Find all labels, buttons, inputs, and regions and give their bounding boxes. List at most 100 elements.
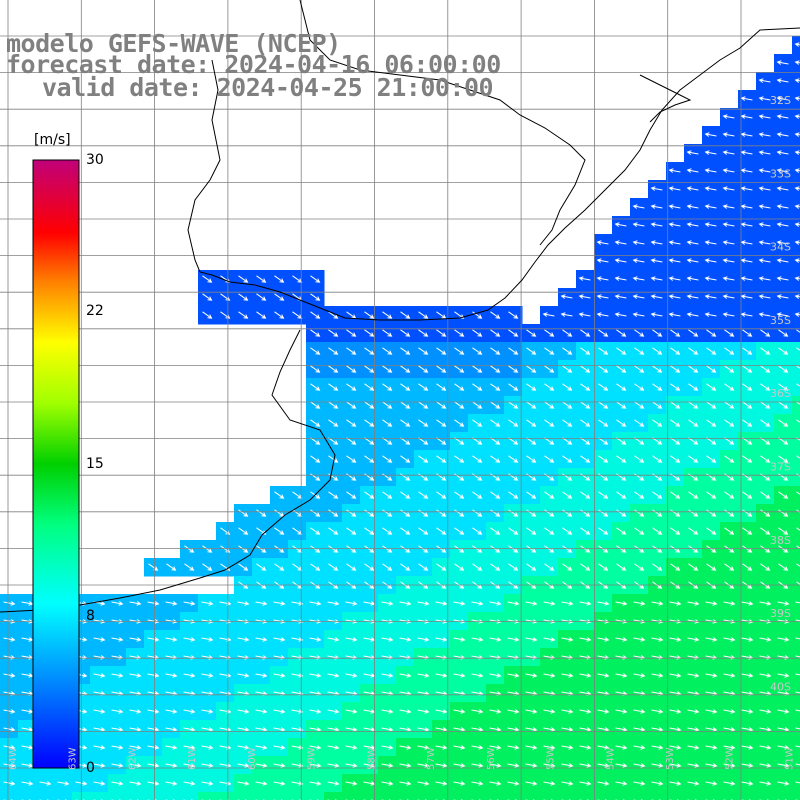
wind-arrow	[454, 401, 465, 409]
wind-cell	[198, 792, 217, 800]
wind-arrow	[668, 258, 681, 263]
wind-cell	[630, 792, 649, 800]
wind-arrow	[740, 96, 753, 101]
wind-cell	[486, 792, 505, 800]
wind-arrow	[183, 781, 196, 786]
wind-arrow	[652, 563, 663, 571]
wind-arrow	[760, 401, 771, 409]
wind-arrow	[634, 563, 645, 571]
wind-cell	[792, 684, 800, 703]
wind-arrow	[795, 691, 800, 694]
latitude-label: 34S	[770, 241, 791, 254]
wind-arrow	[309, 763, 322, 768]
wind-cell	[54, 792, 73, 800]
wind-arrow	[382, 383, 393, 391]
wind-arrow	[507, 673, 520, 678]
wind-arrow	[778, 329, 789, 337]
wind-arrow	[291, 601, 304, 606]
wind-arrow	[93, 745, 106, 750]
wind-arrow	[291, 709, 304, 714]
wind-arrow	[687, 763, 700, 768]
wind-arrow	[633, 763, 646, 768]
wind-arrow	[201, 673, 214, 678]
wind-arrow	[704, 294, 717, 299]
wind-arrow	[291, 673, 304, 678]
latitude-label: 40S	[770, 680, 791, 693]
wind-arrow	[328, 383, 339, 391]
wind-arrow	[345, 673, 358, 678]
wind-arrow	[309, 709, 322, 714]
wind-arrow	[759, 763, 772, 768]
wind-arrow	[327, 673, 340, 678]
wind-arrow	[580, 527, 591, 535]
wind-arrow	[346, 509, 357, 517]
wind-arrow	[740, 312, 753, 317]
wind-arrow	[399, 637, 412, 642]
wind-cell	[792, 522, 800, 541]
wind-arrow	[778, 545, 789, 553]
wind-arrow	[794, 168, 800, 173]
wind-arrow	[669, 745, 682, 750]
colorbar-tick-22: 22	[86, 303, 104, 319]
wind-arrow	[724, 419, 735, 427]
wind-arrow	[614, 222, 627, 227]
wind-arrow	[741, 781, 754, 786]
wind-arrow	[614, 276, 627, 281]
wind-arrow	[526, 329, 537, 337]
wind-arrow	[794, 96, 800, 101]
wind-arrow	[778, 509, 789, 517]
wind-arrow	[382, 419, 393, 427]
wind-arrow	[310, 329, 321, 337]
wind-arrow	[256, 293, 267, 301]
wind-cell	[792, 738, 800, 757]
wind-arrow	[129, 763, 142, 768]
wind-arrow	[543, 601, 556, 606]
wind-arrow	[418, 527, 429, 535]
wind-arrow	[704, 222, 717, 227]
wind-arrow	[796, 509, 800, 513]
wind-arrow	[201, 601, 214, 606]
wind-arrow	[346, 365, 357, 373]
wind-arrow	[616, 383, 627, 391]
wind-arrow	[256, 509, 267, 517]
wind-arrow	[490, 527, 501, 535]
wind-arrow	[562, 347, 573, 355]
wind-arrow	[471, 709, 484, 714]
wind-arrow	[436, 563, 447, 571]
wind-arrow	[472, 455, 483, 463]
wind-arrow	[508, 527, 519, 535]
wind-arrow	[597, 601, 610, 606]
wind-arrow	[489, 601, 502, 606]
wind-arrow	[436, 545, 447, 553]
wind-arrow	[526, 491, 537, 499]
wind-arrow	[436, 401, 447, 409]
wind-arrow	[722, 186, 735, 191]
wind-arrow	[633, 709, 646, 714]
wind-arrow	[543, 745, 556, 750]
wind-arrow	[760, 563, 771, 571]
wind-arrow	[688, 527, 699, 535]
wind-arrow	[650, 276, 663, 281]
wind-arrow	[543, 709, 556, 714]
wind-arrow	[687, 727, 700, 732]
wind-arrow	[526, 365, 537, 373]
wind-arrow	[688, 347, 699, 355]
wind-arrow	[650, 258, 663, 263]
wind-arrow	[436, 491, 447, 499]
wind-arrow	[580, 401, 591, 409]
colorbar-unit: [m/s]	[34, 132, 71, 148]
wind-arrow	[688, 455, 699, 463]
wind-cell	[792, 90, 800, 109]
wind-arrow	[238, 563, 249, 571]
wind-arrow	[490, 563, 501, 571]
wind-cell	[792, 450, 800, 469]
wind-arrow	[616, 419, 627, 427]
wind-cell	[792, 270, 800, 289]
wind-arrow	[759, 673, 772, 678]
wind-arrow	[382, 311, 393, 319]
wind-arrow	[147, 673, 160, 678]
wind-arrow	[562, 401, 573, 409]
wind-arrow	[165, 781, 178, 786]
wind-arrow	[616, 401, 627, 409]
wind-arrow	[776, 96, 789, 101]
